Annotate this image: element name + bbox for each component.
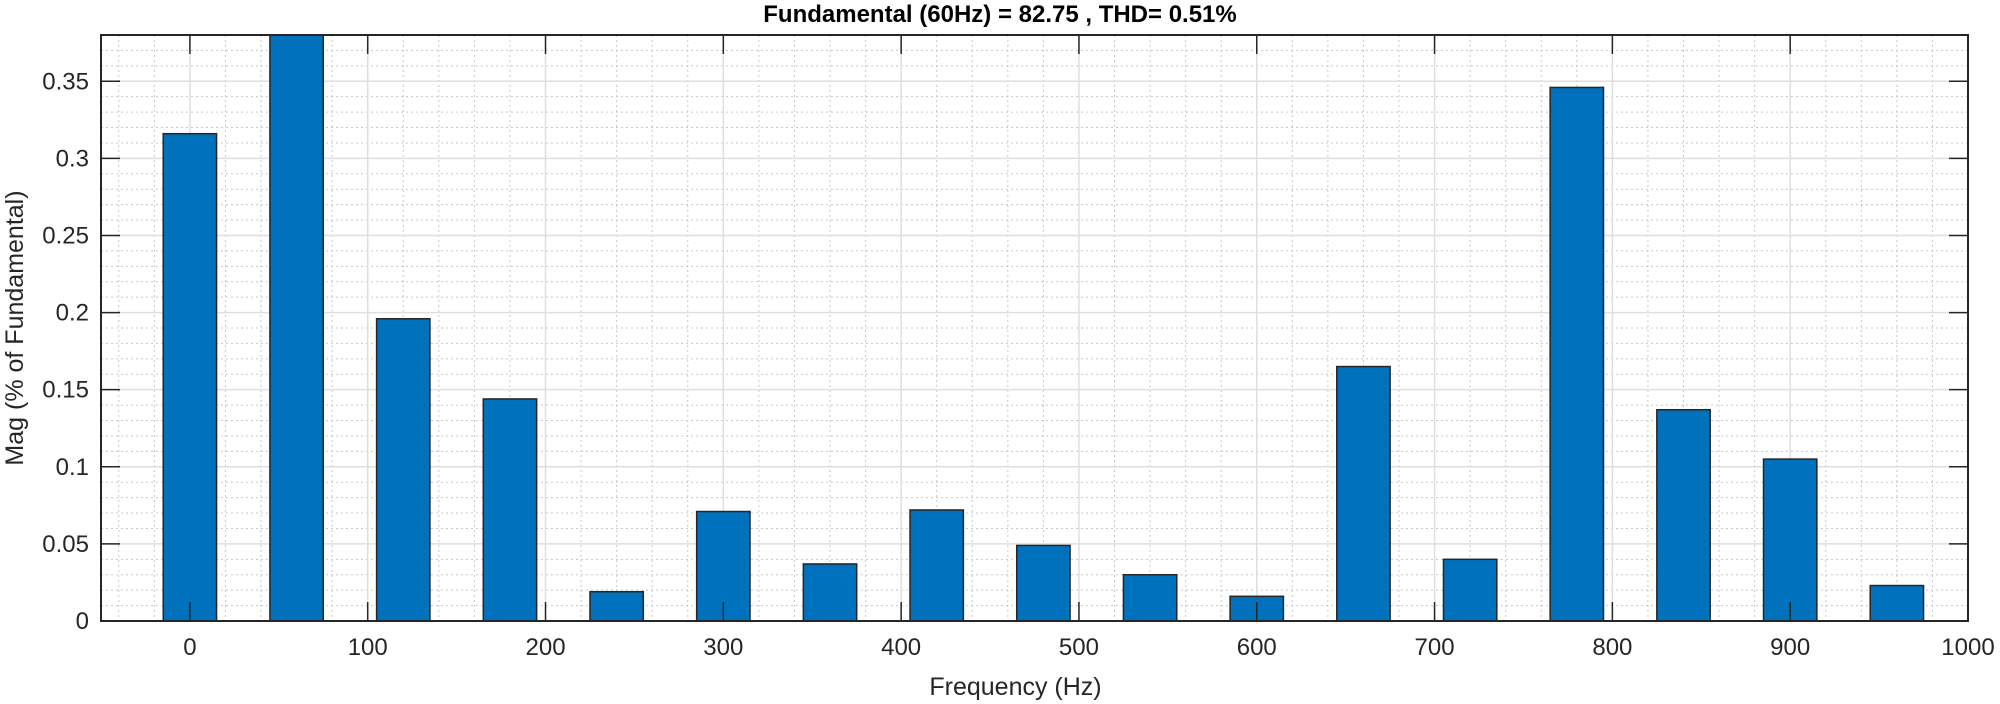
chart-title: Fundamental (60Hz) = 82.75 , THD= 0.51% bbox=[763, 1, 1237, 28]
bars bbox=[162, 34, 1925, 622]
bar-780hz bbox=[1549, 86, 1605, 622]
y-tick-label: 0.05 bbox=[42, 531, 89, 558]
bar-180hz bbox=[482, 398, 538, 622]
bar-960hz bbox=[1869, 584, 1925, 622]
y-tick-label: 0 bbox=[76, 608, 89, 635]
x-tick-label: 700 bbox=[1415, 634, 1455, 661]
bar-480hz bbox=[1015, 544, 1071, 622]
y-tick-label: 0.2 bbox=[56, 300, 89, 327]
major-grid bbox=[101, 35, 1969, 622]
bar-360hz bbox=[802, 563, 858, 622]
x-tick-label: 900 bbox=[1770, 634, 1810, 661]
x-tick-label: 600 bbox=[1237, 634, 1277, 661]
y-tick-label: 0.1 bbox=[56, 454, 89, 481]
x-tick-label: 0 bbox=[183, 634, 196, 661]
y-tick-label: 0.3 bbox=[56, 145, 89, 172]
x-tick-labels: 0 100 200 300 400 500 600 700 800 900 1000 bbox=[183, 634, 1994, 661]
bar-0hz bbox=[162, 132, 218, 622]
bar-660hz bbox=[1336, 365, 1391, 622]
x-tick-label: 1000 bbox=[1941, 634, 1994, 661]
x-tick-label: 100 bbox=[348, 634, 388, 661]
x-tick-label: 300 bbox=[703, 634, 743, 661]
bar-720hz bbox=[1442, 558, 1498, 622]
tick-marks bbox=[101, 35, 1969, 622]
y-axis-label: Mag (% of Fundamental) bbox=[1, 190, 29, 465]
bar-120hz bbox=[375, 317, 431, 622]
x-tick-label: 400 bbox=[881, 634, 921, 661]
x-tick-label: 800 bbox=[1592, 634, 1632, 661]
x-tick-label: 500 bbox=[1059, 634, 1099, 661]
x-tick-label: 200 bbox=[526, 634, 566, 661]
bar-240hz bbox=[589, 590, 645, 622]
y-tick-label: 0.25 bbox=[42, 222, 89, 249]
y-tick-label: 0.15 bbox=[42, 377, 89, 404]
bar-420hz bbox=[909, 509, 965, 622]
bar-840hz bbox=[1656, 408, 1711, 622]
bar-900hz bbox=[1762, 458, 1818, 622]
axes-box bbox=[100, 34, 1969, 622]
y-tick-labels: 0 0.05 0.1 0.15 0.2 0.25 0.3 0.35 bbox=[42, 68, 89, 635]
y-tick-label: 0.35 bbox=[42, 68, 89, 95]
bar-60hz bbox=[269, 34, 325, 622]
x-axis-label: Frequency (Hz) bbox=[929, 673, 1101, 701]
bar-540hz bbox=[1122, 573, 1178, 622]
